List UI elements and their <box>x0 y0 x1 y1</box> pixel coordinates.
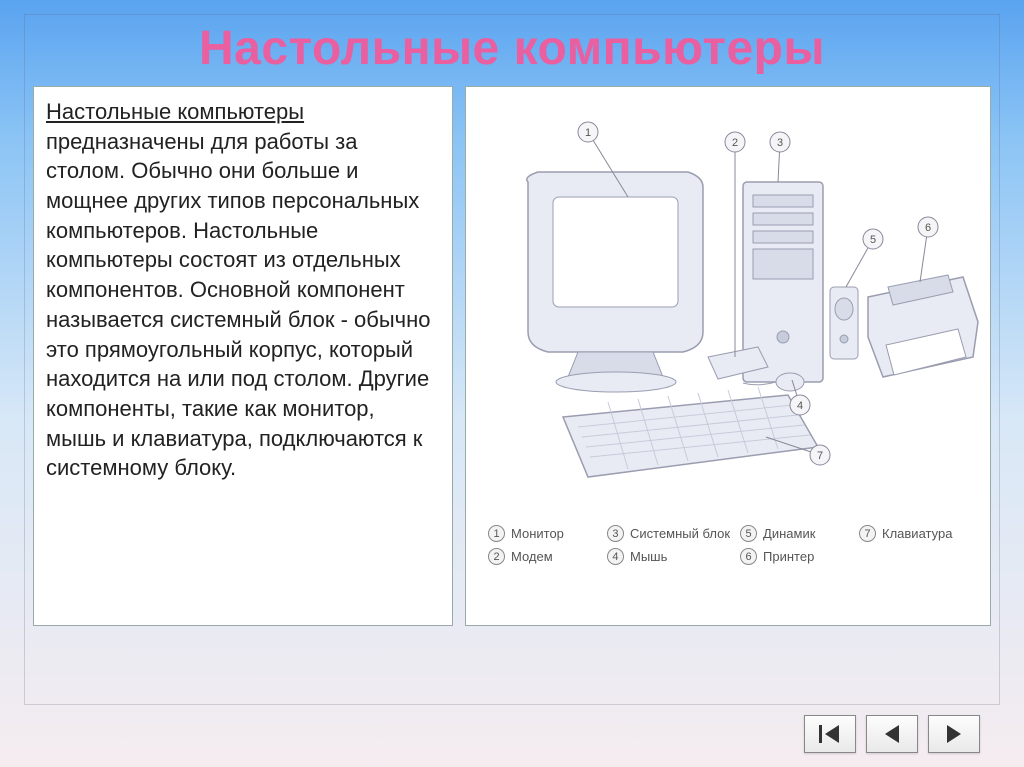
legend-label: Монитор <box>511 526 564 541</box>
skip-start-icon <box>817 723 843 745</box>
legend: 1 Монитор 3 Системный блок 5 Динамик 7 Клавиату… <box>466 517 990 579</box>
nav-next-button[interactable] <box>928 715 980 753</box>
slide-title: Настольные компьютеры <box>25 21 999 76</box>
legend-number: 2 <box>488 548 505 565</box>
legend-item: 4 Мышь <box>607 548 730 565</box>
legend-label: Клавиатура <box>882 526 952 541</box>
lead-text: Настольные компьютеры <box>46 99 304 124</box>
content-row: Настольные компьютеры предназначены для … <box>25 76 999 626</box>
computer-diagram: 1 2 3 4 5 6 7 <box>466 87 990 517</box>
slide-frame: Настольные компьютеры Настольные компьют… <box>24 14 1000 705</box>
legend-item: 7 Клавиатура <box>859 525 968 542</box>
legend-label: Системный блок <box>630 526 730 541</box>
nav-prev-button[interactable] <box>866 715 918 753</box>
chevron-left-icon <box>879 723 905 745</box>
legend-item: 5 Динамик <box>740 525 849 542</box>
legend-label: Мышь <box>630 549 667 564</box>
legend-number: 4 <box>607 548 624 565</box>
image-panel: 1 2 3 4 5 6 7 1 Монитор 3 Системный блок 5 Динамик 7… <box>465 86 991 626</box>
monitor-shape <box>527 172 703 392</box>
legend-label: Принтер <box>763 549 814 564</box>
svg-text:1: 1 <box>585 127 591 139</box>
printer-shape <box>868 275 978 377</box>
legend-number: 7 <box>859 525 876 542</box>
svg-text:4: 4 <box>797 400 803 412</box>
text-panel: Настольные компьютеры предназначены для … <box>33 86 453 626</box>
legend-number: 1 <box>488 525 505 542</box>
legend-number: 5 <box>740 525 757 542</box>
legend-item: 1 Монитор <box>488 525 597 542</box>
nav-buttons <box>804 715 980 753</box>
legend-label: Динамик <box>763 526 815 541</box>
body-paragraph: Настольные компьютеры предназначены для … <box>46 97 440 483</box>
speaker-shape <box>830 287 858 359</box>
svg-text:2: 2 <box>732 137 738 149</box>
nav-first-button[interactable] <box>804 715 856 753</box>
keyboard-shape <box>563 387 818 477</box>
legend-item: 6 Принтер <box>740 548 849 565</box>
legend-item: 2 Модем <box>488 548 597 565</box>
chevron-right-icon <box>941 723 967 745</box>
body-text: предназначены для работы за столом. Обыч… <box>46 129 431 481</box>
svg-text:6: 6 <box>925 222 931 234</box>
legend-number: 3 <box>607 525 624 542</box>
svg-text:5: 5 <box>870 234 876 246</box>
svg-text:7: 7 <box>817 450 823 462</box>
legend-label: Модем <box>511 549 553 564</box>
svg-text:3: 3 <box>777 137 783 149</box>
legend-number: 6 <box>740 548 757 565</box>
legend-item: 3 Системный блок <box>607 525 730 542</box>
